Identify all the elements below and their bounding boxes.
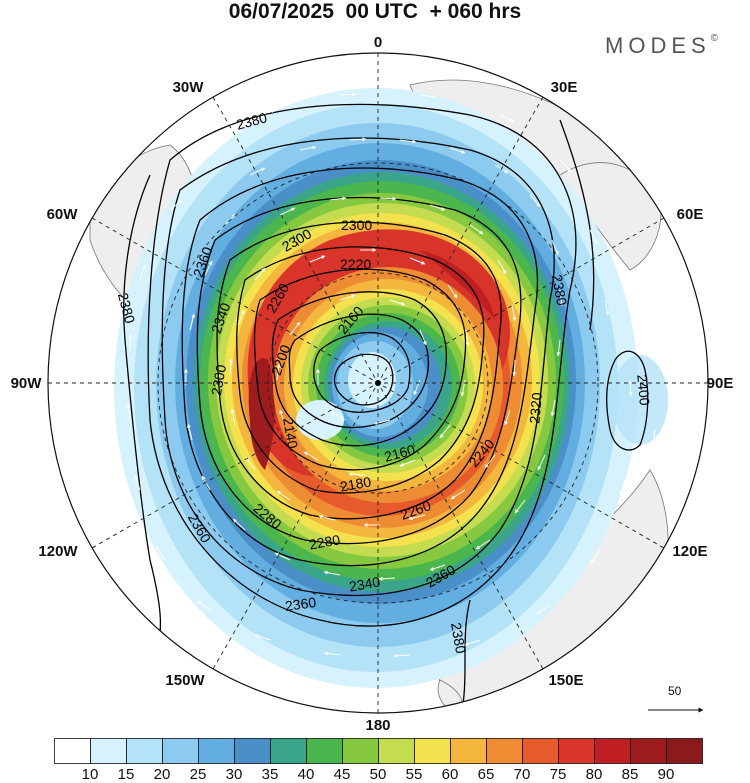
map-title: 06/07/2025 00 UTC + 060 hrs	[228, 0, 522, 23]
map-boundary	[47, 52, 709, 714]
colorbar-tick-label: 10	[81, 766, 99, 783]
colorbar-swatch	[558, 738, 595, 764]
colorbar-tick-label: 15	[117, 766, 135, 783]
colorbar-swatch	[414, 738, 451, 764]
lon-label-120w: 120W	[38, 543, 78, 560]
colorbar-swatch	[342, 738, 379, 764]
colorbar-tick-label: 45	[333, 766, 351, 783]
colorbar-tick-label: 50	[369, 766, 387, 783]
lon-label-150w: 150W	[165, 672, 205, 689]
wind-vectors	[126, 92, 656, 658]
lon-label-0: 0	[373, 34, 383, 51]
colorbar-tick-label: 90	[657, 766, 675, 783]
colorbar-swatch	[630, 738, 667, 764]
colorbar	[54, 738, 703, 764]
colorbar-swatch	[270, 738, 307, 764]
colorbar-tick-label: 20	[153, 766, 171, 783]
lon-label-30e: 30E	[550, 79, 578, 96]
lon-label-60e: 60E	[676, 206, 704, 223]
lon-label-150e: 150E	[548, 672, 584, 689]
north-pole-marker	[375, 380, 381, 386]
colorbar-swatch	[522, 738, 559, 764]
colorbar-tick-label: 75	[549, 766, 567, 783]
lon-label-90e: 90E	[706, 375, 734, 392]
brand-logo: MODES©	[605, 33, 718, 59]
lon-label-30w: 30W	[172, 79, 204, 96]
colorbar-tick-label: 30	[225, 766, 243, 783]
colorbar-swatch	[54, 738, 91, 764]
colorbar-swatch	[198, 738, 235, 764]
lon-label-90w: 90W	[10, 375, 42, 392]
colorbar-swatch	[126, 738, 163, 764]
colorbar-tick-label: 55	[405, 766, 423, 783]
colorbar-tick-label: 25	[189, 766, 207, 783]
colorbar-swatch	[594, 738, 631, 764]
map-field	[48, 53, 708, 713]
colorbar-tick-label: 65	[477, 766, 495, 783]
copyright-mark: ©	[710, 33, 719, 44]
lon-label-120e: 120E	[672, 543, 708, 560]
colorbar-swatch	[450, 738, 487, 764]
lon-label-60w: 60W	[46, 206, 78, 223]
colorbar-tick-label: 80	[585, 766, 603, 783]
colorbar-tick-label: 40	[297, 766, 315, 783]
colorbar-swatch	[666, 738, 703, 764]
colorbar-swatch	[486, 738, 523, 764]
colorbar-swatch	[378, 738, 415, 764]
height-contours	[123, 103, 649, 713]
lon-label-180: 180	[365, 717, 391, 734]
colorbar-tick-label: 85	[621, 766, 639, 783]
colorbar-swatch	[90, 738, 127, 764]
colorbar-swatch	[162, 738, 199, 764]
brand-name: MODES	[605, 33, 711, 58]
colorbar-swatch	[306, 738, 343, 764]
colorbar-tick-label: 60	[441, 766, 459, 783]
colorbar-tick-label: 70	[513, 766, 531, 783]
reference-vector-value: 50	[668, 684, 682, 698]
reference-arrow-icon	[648, 707, 704, 713]
colorbar-swatch	[234, 738, 271, 764]
colorbar-tick-label: 35	[261, 766, 279, 783]
